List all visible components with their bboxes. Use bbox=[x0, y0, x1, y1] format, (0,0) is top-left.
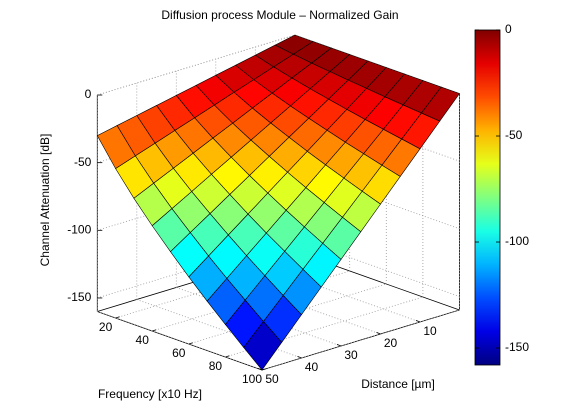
x-tick-label: 80 bbox=[209, 359, 223, 373]
grid-line bbox=[255, 263, 421, 323]
x-axis-label: Frequency [x10 Hz] bbox=[98, 387, 202, 401]
y-tick bbox=[336, 344, 342, 347]
z-axis-label: Channel Attenuation [dB] bbox=[38, 134, 52, 267]
y-tick bbox=[297, 356, 302, 359]
grid-line bbox=[136, 299, 302, 359]
axis-edge bbox=[261, 309, 460, 371]
x-tick-label: 20 bbox=[99, 320, 113, 334]
y-tick-label: 30 bbox=[344, 348, 358, 362]
x-tick bbox=[225, 355, 230, 358]
colorbar bbox=[474, 29, 501, 366]
y-tick bbox=[376, 332, 381, 335]
x-tick bbox=[152, 329, 157, 332]
y-tick-label: 20 bbox=[384, 336, 398, 350]
x-tick bbox=[188, 342, 193, 345]
y-tick bbox=[415, 320, 421, 323]
y-tick-label: 50 bbox=[265, 372, 279, 386]
z-tick-label: -150 bbox=[67, 290, 91, 304]
x-tick-label: 40 bbox=[136, 333, 150, 347]
surface-patch bbox=[243, 321, 283, 371]
x-tick-label: 100 bbox=[242, 372, 262, 386]
z-tick-label: -100 bbox=[67, 222, 91, 236]
z-tick-label: -50 bbox=[74, 155, 92, 169]
z-tick-label: 0 bbox=[85, 87, 92, 101]
chart-title: Diffusion process Module – Normalized Ga… bbox=[161, 8, 398, 22]
x-tick-label: 60 bbox=[172, 346, 186, 360]
colorbar-tick-label: 0 bbox=[505, 22, 512, 36]
colorbar-tick-label: -100 bbox=[505, 234, 529, 248]
y-axis-label: Distance [µm] bbox=[361, 377, 435, 391]
grid-line bbox=[97, 311, 263, 371]
y-tick-label: 40 bbox=[305, 360, 319, 374]
x-tick bbox=[261, 368, 267, 371]
grid-line bbox=[294, 237, 460, 297]
y-tick-label: 10 bbox=[423, 324, 437, 338]
colorbar-tick-label: -150 bbox=[505, 340, 529, 354]
x-tick bbox=[115, 316, 120, 319]
y-tick bbox=[257, 368, 263, 371]
colorbar-tick-label: -50 bbox=[505, 128, 523, 142]
